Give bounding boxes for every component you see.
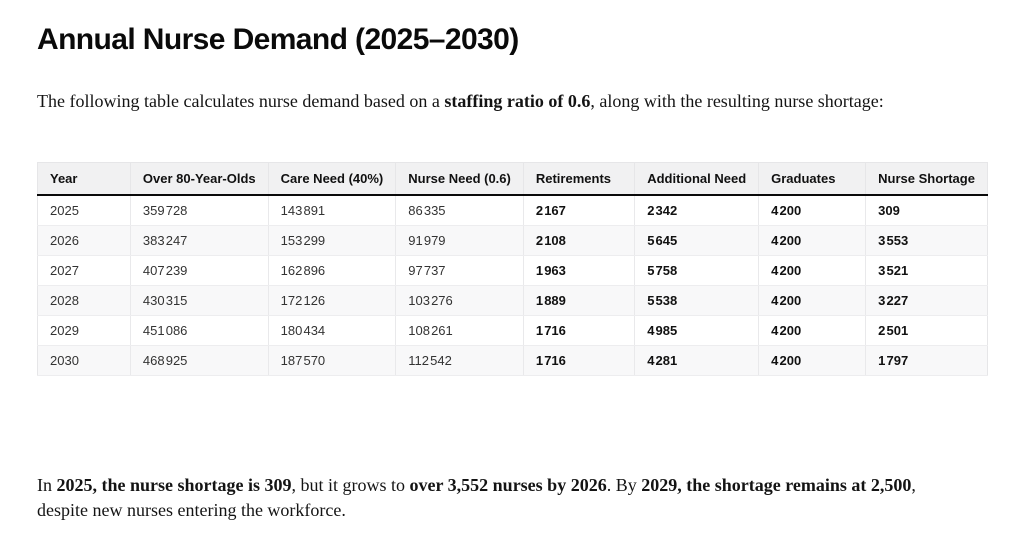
table-cell: 2028	[37, 285, 131, 317]
table-cell: 2 501	[865, 315, 988, 347]
table-cell: 86 335	[395, 195, 524, 227]
table-header-row: Year Over 80-Year-Olds Care Need (40%) Nurs…	[37, 162, 988, 197]
table-cell: 187 570	[268, 345, 397, 377]
table-cell: 5 645	[634, 225, 760, 257]
table-cell: 468 925	[130, 345, 269, 377]
table-cell: 5 758	[634, 255, 760, 287]
page-title: Annual Nurse Demand (2025–2030)	[37, 23, 519, 56]
table-cell: 162 896	[268, 255, 397, 287]
table-cell: 309	[865, 195, 988, 227]
table-cell: 383 247	[130, 225, 269, 257]
table-cell: 430 315	[130, 285, 269, 317]
table-cell: 172 126	[268, 285, 397, 317]
table-row: 2030 468 925 187 570 112 542 1 716 4 281 4 200…	[37, 345, 988, 377]
table-cell: 2027	[37, 255, 131, 287]
table-cell: 451 086	[130, 315, 269, 347]
table-cell: 1 716	[523, 345, 636, 377]
table-container: Year Over 80-Year-Olds Care Need (40%) Nurs…	[37, 162, 988, 377]
table-cell: 143 891	[268, 195, 397, 227]
table-cell: 103 276	[395, 285, 524, 317]
table-cell: 1 963	[523, 255, 636, 287]
table-row: 2029 451 086 180 434 108 261 1 716 4 985 4 200…	[37, 315, 988, 347]
table-cell: 3 521	[865, 255, 988, 287]
table-cell: 3 553	[865, 225, 988, 257]
intro-text-bold: staffing ratio of 0.6	[444, 91, 591, 111]
table-cell: 4 200	[758, 285, 867, 317]
table-cell: 2029	[37, 315, 131, 347]
table-cell: 3 227	[865, 285, 988, 317]
column-header-over-80-year-olds: Over 80-Year-Olds	[130, 162, 269, 197]
table-cell: 2030	[37, 345, 131, 377]
table-row: 2027 407 239 162 896 97 737 1 963 5 758 4 200 3…	[37, 255, 988, 287]
table-cell: 2025	[37, 195, 131, 227]
summary-text: , but it grows to	[291, 475, 410, 496]
column-header-year: Year	[37, 162, 131, 197]
table-cell: 1 797	[865, 345, 988, 377]
column-header-graduates: Graduates	[758, 162, 867, 197]
summary-paragraph: In 2025, the nurse shortage is 309, but …	[37, 473, 962, 523]
summary-text: . By	[606, 475, 642, 496]
summary-text: In	[37, 475, 57, 496]
intro-paragraph: The following table calculates nurse dem…	[37, 89, 988, 113]
table-cell: 2 108	[523, 225, 636, 257]
table-cell: 4 985	[634, 315, 760, 347]
table-cell: 4 200	[758, 315, 867, 347]
table-cell: 2 167	[523, 195, 636, 227]
summary-text-bold: over 3,552 nurses by 2026	[409, 475, 607, 496]
table-cell: 4 200	[758, 225, 867, 257]
table-cell: 1 889	[523, 285, 636, 317]
table-row: 2026 383 247 153 299 91 979 2 108 5 645 4 200 3…	[37, 225, 988, 257]
nurse-demand-table: Year Over 80-Year-Olds Care Need (40%) Nurs…	[37, 162, 988, 377]
table-row: 2025 359 728 143 891 86 335 2 167 2 342 4 200 3…	[37, 195, 988, 227]
table-cell: 4 281	[634, 345, 760, 377]
table-cell: 91 979	[395, 225, 524, 257]
table-cell: 1 716	[523, 315, 636, 347]
column-header-nurse-shortage: Nurse Shortage	[865, 162, 988, 197]
summary-text: , despite new nurses entering the workfo…	[37, 475, 916, 521]
table-cell: 112 542	[395, 345, 524, 377]
column-header-retirements: Retirements	[523, 162, 636, 197]
table-cell: 359 728	[130, 195, 269, 227]
table-row: 2028 430 315 172 126 103 276 1 889 5 538 4 200…	[37, 285, 988, 317]
table-cell: 407 239	[130, 255, 269, 287]
column-header-care-need-40: Care Need (40%)	[268, 162, 397, 197]
intro-text-pre: The following table calculates nurse dem…	[37, 91, 445, 111]
table-cell: 4 200	[758, 255, 867, 287]
table-header: Year Over 80-Year-Olds Care Need (40%) Nurs…	[37, 162, 988, 197]
summary-text-bold: 2025, the nurse shortage is 309	[56, 475, 292, 496]
table-cell: 153 299	[268, 225, 397, 257]
table-cell: 108 261	[395, 315, 524, 347]
table-cell: 180 434	[268, 315, 397, 347]
table-cell: 4 200	[758, 345, 867, 377]
summary-text-bold: 2029, the shortage remains at 2,500	[641, 475, 912, 496]
intro-text-post: , along with the resulting nurse shortag…	[590, 91, 884, 111]
column-header-additional-need: Additional Need	[634, 162, 760, 197]
table-body: 2025 359 728 143 891 86 335 2 167 2 342 4 200 3…	[37, 195, 988, 377]
table-cell: 5 538	[634, 285, 760, 317]
table-cell: 2026	[37, 225, 131, 257]
column-header-nurse-need-0-6: Nurse Need (0.6)	[395, 162, 524, 197]
table-cell: 2 342	[634, 195, 760, 227]
table-cell: 4 200	[758, 195, 867, 227]
table-cell: 97 737	[395, 255, 524, 287]
